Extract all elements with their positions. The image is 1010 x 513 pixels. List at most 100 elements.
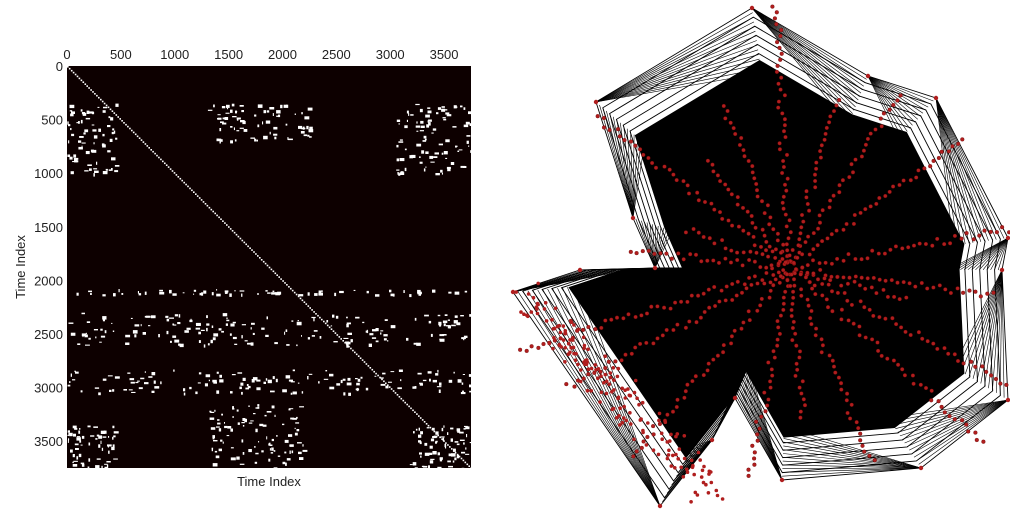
network-node: [709, 437, 715, 443]
network-node: [629, 422, 633, 426]
recurrence-mark: [437, 369, 439, 373]
recurrence-mark: [172, 293, 177, 296]
network-node: [524, 348, 529, 353]
recurrence-mark: [82, 335, 84, 338]
recurrence-mark: [265, 334, 269, 337]
network-edge: [984, 269, 1003, 386]
network-node: [807, 208, 812, 213]
recurrence-mark: [408, 113, 410, 116]
network-node: [831, 193, 836, 198]
recurrence-mark: [415, 103, 420, 106]
recurrence-diagonal-mark: [202, 201, 205, 203]
recurrence-mark: [93, 426, 98, 428]
network-node: [798, 415, 803, 420]
network-node: [825, 305, 831, 310]
network-node: [689, 293, 694, 298]
network-node: [622, 416, 626, 420]
network-node: [705, 368, 710, 373]
network-node: [923, 241, 928, 247]
network-edge: [599, 104, 634, 219]
recurrence-mark: [248, 422, 253, 424]
network-node: [966, 429, 971, 434]
recurrence-diagonal-mark: [334, 332, 337, 334]
network-node: [784, 152, 790, 157]
network-node: [715, 353, 720, 358]
network-node: [706, 287, 711, 292]
recurrence-mark: [104, 463, 108, 465]
network-edge: [751, 7, 853, 114]
network-edge: [582, 285, 661, 507]
network-node: [653, 165, 659, 170]
network-node: [967, 288, 972, 293]
network-node: [776, 325, 781, 330]
recurrence-diagonal-mark: [173, 172, 176, 174]
recurrence-mark: [221, 413, 223, 416]
network-node: [735, 257, 740, 263]
network-node: [831, 109, 837, 114]
network-node: [780, 111, 785, 116]
recurrence-mark: [273, 133, 278, 136]
recurrence-mark: [448, 291, 452, 294]
network-node: [795, 255, 800, 260]
network-node: [875, 340, 880, 345]
network-node: [704, 482, 708, 487]
network-edge: [567, 287, 661, 507]
recurrence-mark: [272, 290, 275, 293]
network-node: [791, 289, 796, 294]
recurrence-mark: [271, 438, 274, 442]
recurrence-diagonal-mark: [282, 280, 284, 282]
network-node: [693, 490, 698, 495]
network-node: [933, 95, 939, 101]
recurrence-diagonal-mark: [270, 268, 273, 271]
recurrence-mark: [307, 376, 309, 380]
network-node: [793, 331, 798, 336]
network-edge: [595, 72, 762, 103]
network-node: [754, 250, 759, 255]
recurrence-mark: [365, 387, 369, 391]
recurrence-diagonal-mark: [462, 459, 465, 462]
recurrence-mark: [454, 291, 460, 295]
network-node: [752, 462, 757, 467]
recurrence-mark: [81, 145, 83, 147]
recurrence-diagonal-mark: [167, 166, 170, 168]
recurrence-mark: [78, 146, 83, 150]
recurrence-mark: [216, 426, 220, 428]
recurrence-diagonal-mark: [195, 193, 197, 195]
recurrence-mark: [343, 337, 349, 339]
recurrence-mark: [447, 167, 451, 172]
recurrence-mark: [268, 458, 271, 462]
network-edge: [997, 237, 1009, 271]
network-node: [806, 234, 811, 239]
network-node: [607, 382, 611, 387]
network-edge: [867, 75, 905, 135]
network-node: [667, 167, 672, 172]
network-node: [764, 239, 769, 244]
recurrence-mark: [292, 369, 295, 372]
recurrence-mark: [254, 446, 256, 448]
recurrence-mark: [241, 335, 243, 339]
recurrence-mark: [78, 140, 82, 143]
recurrence-mark: [437, 107, 441, 110]
network-edge: [654, 229, 670, 269]
network-node: [685, 299, 690, 304]
network-node: [620, 386, 624, 391]
recurrence-mark: [144, 382, 149, 385]
network-node: [720, 497, 725, 501]
network-edge: [967, 237, 1009, 270]
network-edge: [935, 97, 1005, 239]
network-edge: [782, 464, 922, 469]
recurrence-mark: [88, 442, 91, 446]
recurrence-mark: [204, 383, 208, 387]
recurrence-mark: [128, 389, 133, 391]
network-node: [723, 256, 728, 261]
network-node: [576, 362, 580, 367]
network-node: [617, 414, 621, 418]
recurrence-mark: [307, 134, 310, 137]
network-edge: [867, 75, 913, 126]
recurrence-mark: [463, 442, 465, 445]
network-node: [733, 131, 738, 137]
recurrence-diagonal-mark: [363, 361, 366, 363]
recurrence-mark: [102, 436, 107, 438]
recurrence-mark: [422, 140, 427, 142]
